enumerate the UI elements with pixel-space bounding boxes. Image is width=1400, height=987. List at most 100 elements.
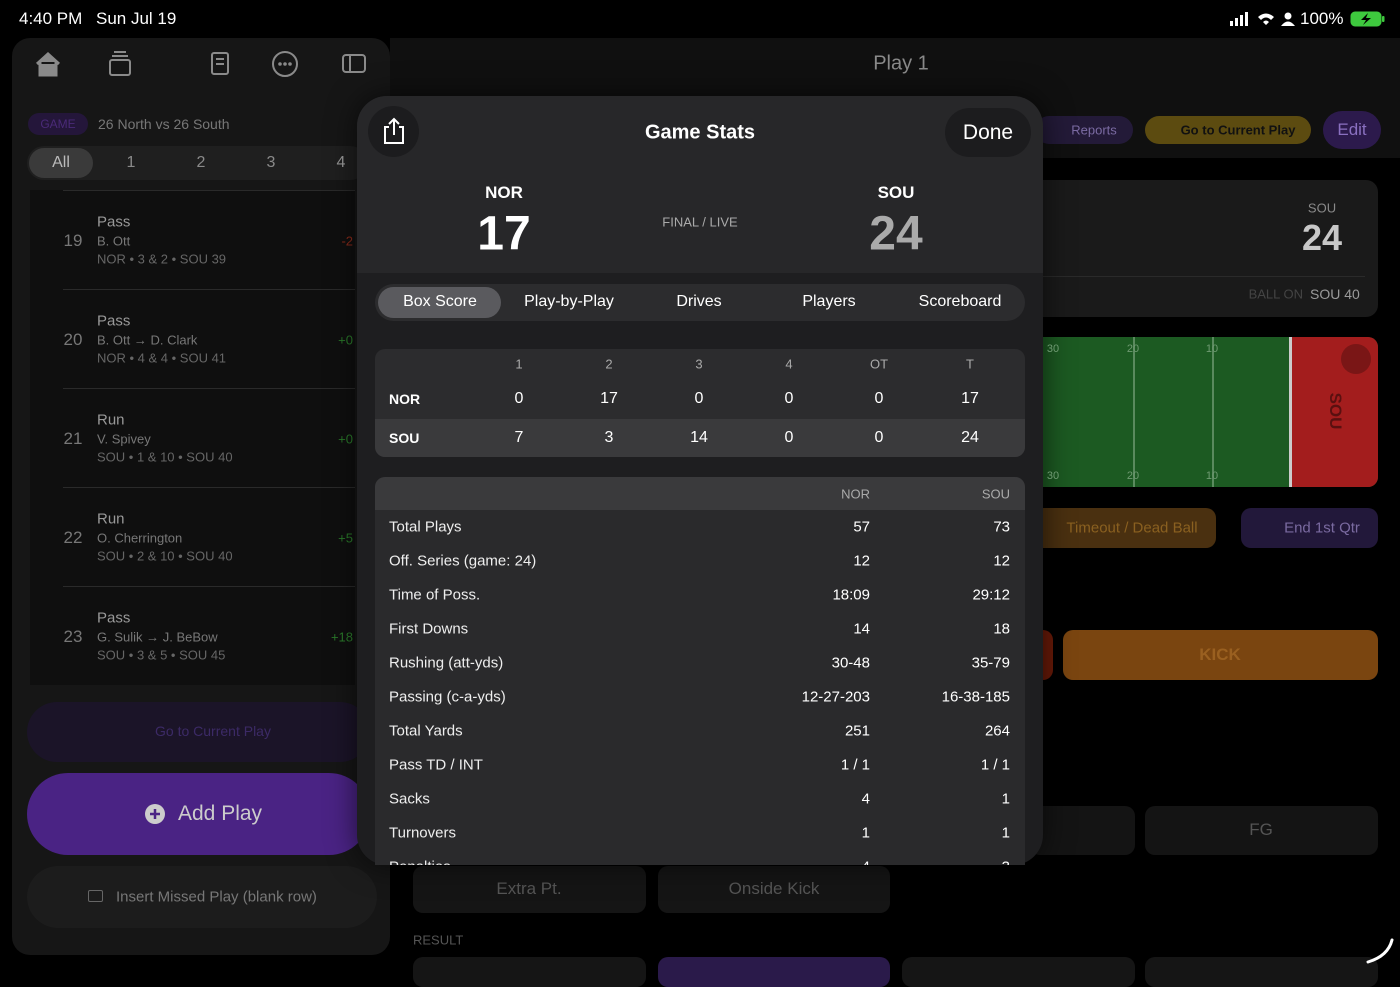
onside-kick-label: Onside Kick xyxy=(728,879,820,898)
stat-label: Total Plays xyxy=(389,518,462,536)
button[interactable] xyxy=(1145,957,1378,987)
stat-label: Off. Series (game: 24) xyxy=(389,552,537,570)
box-score-cell: 17 xyxy=(961,390,979,407)
button[interactable] xyxy=(658,957,890,987)
go-current-label: Go to Current Play xyxy=(1180,122,1296,138)
stat-value: 12 xyxy=(853,552,870,570)
kick-button[interactable] xyxy=(1063,630,1378,680)
extra-pt-button[interactable] xyxy=(413,866,646,913)
stat-value: 1 xyxy=(1001,824,1010,842)
status-date: Sun Jul 19 xyxy=(96,9,177,28)
divider xyxy=(1043,276,1365,277)
stat-label: Sacks xyxy=(389,790,430,808)
box-score-cell: 0 xyxy=(874,429,884,446)
separator xyxy=(63,388,355,389)
play-gain: +0 xyxy=(338,431,353,447)
edit-button[interactable] xyxy=(1323,111,1381,149)
insert-missed-button[interactable] xyxy=(27,866,377,928)
done-label: Done xyxy=(962,121,1014,144)
game-name: 26 North vs 26 South xyxy=(98,116,230,132)
end-quarter-label: End 1st Qtr xyxy=(1284,519,1360,537)
stat-label: First Downs xyxy=(389,620,469,638)
play-type: Pass xyxy=(97,609,131,627)
game-status: FINAL / LIVE xyxy=(662,214,738,230)
filter-selected xyxy=(29,148,93,178)
stat-label: Turnovers xyxy=(389,824,456,842)
add-play-button[interactable] xyxy=(27,773,370,855)
play-number: 22 xyxy=(63,528,83,547)
stat-value: 1 / 1 xyxy=(840,756,870,774)
play-number: 21 xyxy=(63,429,83,448)
main-title: Play 1 xyxy=(873,52,929,75)
stat-value: 57 xyxy=(853,518,870,536)
game-badge xyxy=(28,113,88,135)
stat-value: 1 / 1 xyxy=(980,756,1010,774)
play-gain: +18 xyxy=(330,629,353,645)
box-score-cell: 7 xyxy=(514,429,524,446)
toolbar-icons xyxy=(35,51,366,77)
tab: Scoreboard xyxy=(918,293,1002,310)
play-gain: +0 xyxy=(338,332,353,348)
play-number: 23 xyxy=(63,627,83,646)
separator xyxy=(63,289,355,290)
go-current-faded-label: Go to Current Play xyxy=(155,723,271,739)
play-type: Run xyxy=(97,510,125,528)
kick-label: KICK xyxy=(1199,645,1241,664)
edit-label: Edit xyxy=(1337,120,1367,139)
play-list: 19 Pass B. Ott NOR • 3 & 2 • SOU 39 -2 20 Pass… xyxy=(30,190,355,685)
box-score-header: 2 xyxy=(605,356,613,372)
stat-value: 4 xyxy=(861,790,870,808)
score-value: 24 xyxy=(1301,217,1343,258)
filter-option: 4 xyxy=(336,154,346,171)
button[interactable] xyxy=(902,957,1135,987)
stat-value: 12-27-203 xyxy=(801,688,870,706)
score-team: SOU xyxy=(1307,200,1337,216)
box-score-cell: 0 xyxy=(784,390,794,407)
swap-button[interactable] xyxy=(1341,344,1371,374)
onside-kick-button[interactable] xyxy=(658,866,890,913)
status-icons xyxy=(1230,12,1295,26)
box-score-team: NOR xyxy=(389,391,421,407)
play-players: B. Ott → D. Clark xyxy=(97,332,198,348)
play-gain: +5 xyxy=(338,530,353,546)
box-score-team: SOU xyxy=(389,430,420,446)
filter-option: All xyxy=(52,154,70,171)
go-current-button[interactable] xyxy=(1145,116,1311,144)
stats-table: NOR SOU Total Plays 57 73 Off. Series (game: … xyxy=(375,477,1025,865)
reports-button[interactable] xyxy=(1035,116,1133,144)
insert-missed-label: Insert Missed Play (blank row) xyxy=(116,888,317,906)
stat-label: Pass TD / INT xyxy=(389,756,483,774)
box-score-cell: 0 xyxy=(874,390,884,407)
stat-label: Passing (c-a-yds) xyxy=(389,688,506,706)
away-team: SOU xyxy=(877,183,915,202)
box-score-table xyxy=(375,349,1025,457)
go-current-faded[interactable] xyxy=(27,702,370,762)
play-players: B. Ott xyxy=(97,233,131,249)
score-card xyxy=(1030,180,1378,317)
box-score-cell: 14 xyxy=(690,429,708,446)
tab: Drives xyxy=(676,293,722,310)
fg-button[interactable] xyxy=(1145,806,1378,855)
box-score-cell: 0 xyxy=(694,390,704,407)
tab: Players xyxy=(802,293,856,310)
stat-value: 264 xyxy=(984,722,1010,740)
stat-value: 12 xyxy=(993,552,1010,570)
box-score-cell: 17 xyxy=(600,390,618,407)
button[interactable] xyxy=(1030,806,1135,855)
result-label: RESULT xyxy=(413,932,464,948)
button[interactable] xyxy=(413,957,646,987)
filter-option: 3 xyxy=(266,154,276,171)
yard-number: 10 xyxy=(1205,470,1219,482)
done-button[interactable] xyxy=(945,108,1031,157)
separator xyxy=(63,586,355,587)
play-players: O. Cherrington xyxy=(97,530,183,546)
timeout-button[interactable] xyxy=(1030,508,1216,548)
yard-number: 20 xyxy=(1126,470,1140,482)
field xyxy=(1043,337,1378,487)
timeout-label: Timeout / Dead Ball xyxy=(1066,519,1198,537)
battery-icon xyxy=(1350,11,1385,27)
add-icon xyxy=(145,804,165,824)
play-type: Pass xyxy=(97,312,131,330)
end-quarter-button[interactable] xyxy=(1241,508,1378,548)
